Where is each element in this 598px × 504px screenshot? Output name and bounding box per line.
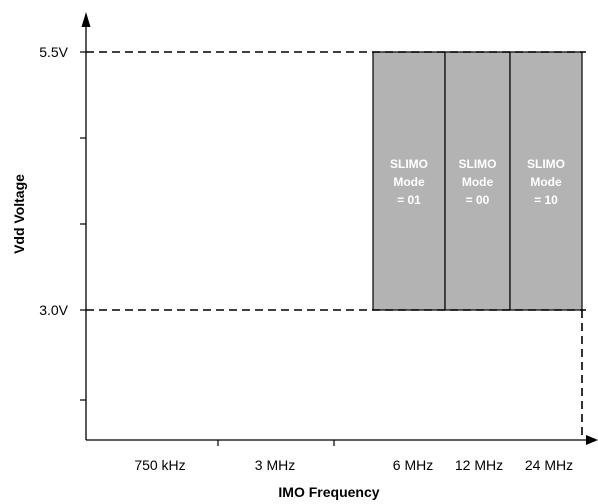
x-axis-title: IMO Frequency (278, 484, 379, 500)
slimo-region-label-2: SLIMO Mode = 00 (459, 157, 497, 207)
slimo-region-label-1: SLIMO Mode = 01 (390, 157, 428, 207)
region-label-line: SLIMO (390, 157, 428, 171)
x-axis-arrow (586, 435, 598, 445)
region-label-line: = 10 (534, 193, 558, 207)
region-label-line: Mode (530, 175, 562, 189)
x-tick-label: 3 MHz (255, 457, 295, 473)
y-axis-arrow (81, 12, 91, 27)
x-ticks: 750 kHz 3 MHz 6 MHz 12 MHz 24 MHz (134, 440, 573, 473)
region-label-line: Mode (393, 175, 425, 189)
slimo-region-1 (372, 51, 446, 311)
slimo-regions: SLIMO Mode = 01 SLIMO Mode = 00 SLIMO Mode = 10 (372, 51, 583, 311)
y-ticks: 3.0V 5.5V (39, 44, 86, 401)
region-label-line: SLIMO (459, 157, 497, 171)
region-label-line: = 01 (397, 193, 421, 207)
slimo-region-label-3: SLIMO Mode = 10 (527, 157, 565, 207)
y-tick-label: 3.0V (39, 302, 68, 318)
x-tick-label: 6 MHz (393, 457, 433, 473)
y-axis-title: Vdd Voltage (11, 174, 27, 254)
region-label-line: Mode (462, 175, 494, 189)
x-tick-label: 24 MHz (525, 457, 573, 473)
axes (81, 12, 598, 445)
region-label-line: SLIMO (527, 157, 565, 171)
y-tick-label: 5.5V (39, 44, 68, 60)
reference-lines (86, 51, 586, 440)
x-tick-label: 12 MHz (455, 457, 503, 473)
region-label-line: = 00 (466, 193, 490, 207)
x-tick-label: 750 kHz (134, 457, 185, 473)
